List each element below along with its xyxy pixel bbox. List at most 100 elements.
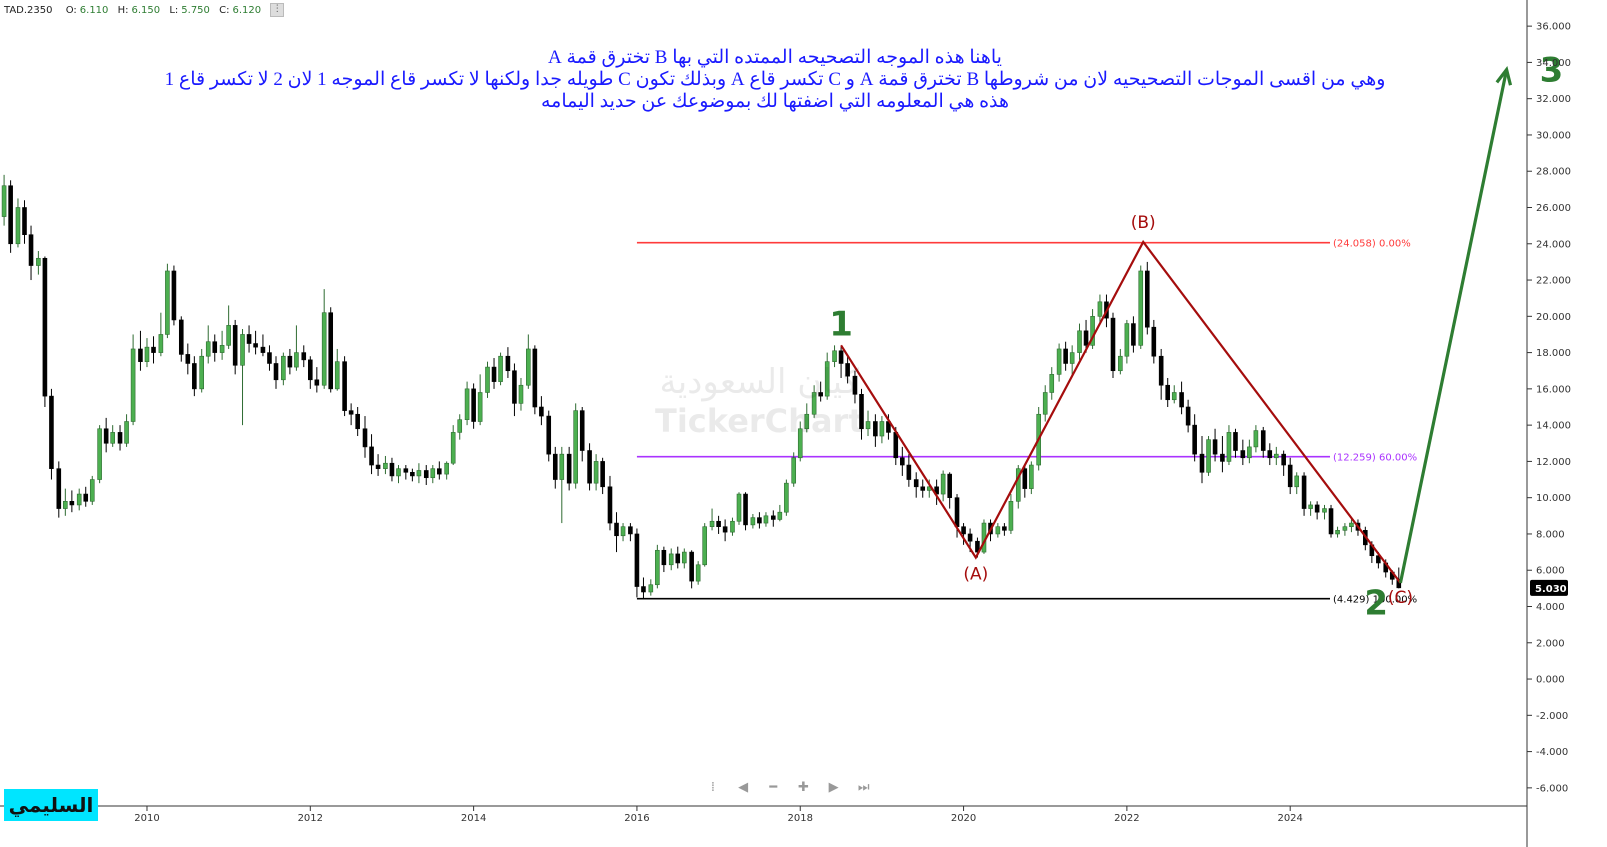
candle-body: [689, 551, 694, 582]
bar-icon[interactable]: ⁞: [710, 780, 716, 795]
candle-body: [389, 462, 395, 477]
candle-body: [97, 428, 102, 480]
candle-body: [103, 428, 109, 444]
candle-body: [253, 343, 258, 348]
y-tick-label: 28.000: [1536, 167, 1571, 178]
candle-body: [348, 410, 354, 415]
candle-body: [552, 453, 558, 480]
candle-body: [1144, 270, 1150, 328]
x-tick-label: 2020: [951, 813, 976, 824]
open-label: O:: [65, 5, 77, 16]
candle-body: [205, 341, 211, 357]
candle-body: [498, 355, 503, 382]
candle-body: [1199, 453, 1205, 473]
candle-body: [328, 312, 334, 390]
candle-body: [1267, 450, 1273, 459]
candle-body: [437, 468, 442, 475]
menu-icon[interactable]: ⋮: [270, 3, 285, 17]
candle-body: [89, 479, 95, 502]
candle-body: [655, 549, 660, 586]
candle-body: [281, 355, 286, 381]
candle-body: [818, 392, 823, 397]
candle-body: [893, 432, 899, 459]
candle-body: [920, 486, 926, 491]
y-tick-label: 16.000: [1536, 384, 1571, 395]
candle-body: [832, 350, 837, 362]
y-tick-label: 26.000: [1536, 203, 1571, 214]
candle-body: [144, 346, 150, 362]
candle-body: [784, 482, 789, 513]
wave-label-c: (C): [1388, 588, 1413, 608]
candle-body: [334, 361, 340, 390]
candle-body: [587, 450, 592, 484]
candle-body: [1274, 453, 1279, 459]
candle-body: [165, 270, 170, 335]
candle-body: [1118, 355, 1123, 372]
candle-body: [15, 207, 21, 245]
candle-body: [151, 346, 156, 353]
annotation-text: ياهنا هذه الموجه التصحيحه الممتده التي ب…: [140, 47, 1410, 113]
candle-body: [961, 526, 966, 535]
candle-body: [226, 325, 231, 346]
candle-body: [1287, 464, 1293, 488]
chart-navigation: ⁞ ◀ ━ ✚ ▶ ⏭: [700, 780, 877, 802]
candle-body: [158, 334, 164, 353]
candle-body: [1192, 424, 1197, 455]
candle-body: [1110, 317, 1116, 372]
candle-body: [1301, 475, 1307, 509]
candle-body: [634, 533, 640, 587]
candle-body: [681, 551, 687, 564]
candle-body: [63, 501, 68, 509]
candle-body: [1022, 468, 1028, 489]
candle-body: [1206, 439, 1211, 473]
candle-body: [450, 432, 456, 464]
candle-body: [1015, 468, 1021, 502]
y-tick-label: 24.000: [1536, 239, 1571, 250]
plus-icon[interactable]: ✚: [797, 780, 809, 795]
high-value: 6.150: [131, 5, 161, 16]
y-tick-label: 6.000: [1536, 566, 1565, 577]
candle-body: [675, 553, 681, 564]
x-tick-label: 2018: [788, 813, 813, 824]
candle-body: [695, 564, 701, 582]
candle-body: [770, 515, 776, 520]
candle-body: [138, 348, 143, 362]
candle-body: [845, 363, 850, 377]
candle-body: [1083, 330, 1089, 346]
arrow-head-icon: [1495, 66, 1513, 86]
minus-icon[interactable]: ━: [769, 780, 778, 795]
x-tick-label: 2016: [624, 813, 649, 824]
candle-body: [947, 473, 952, 498]
fib-label: (24.058) 0.00%: [1333, 239, 1411, 250]
candle-body: [321, 312, 327, 386]
last-price-badge: [1530, 579, 1568, 596]
candle-body: [1294, 475, 1300, 488]
candle-body: [1314, 504, 1320, 513]
candle-body: [811, 392, 817, 415]
candle-body: [36, 257, 41, 266]
annotation-line-3: هذه هي المعلومه التي اضفتها لك بموضوعك ع…: [540, 91, 1010, 112]
candle-body: [804, 413, 810, 430]
candle-body: [777, 511, 783, 520]
candle-body: [464, 388, 470, 420]
bar-end-icon[interactable]: ⏭: [857, 780, 870, 795]
candle-body: [763, 515, 769, 524]
candle-body: [42, 257, 48, 397]
candle-body: [110, 432, 115, 444]
chevron-left-icon[interactable]: ◀: [738, 780, 749, 795]
candle-body: [628, 526, 633, 535]
x-tick-label: 2012: [298, 813, 323, 824]
candle-body: [171, 270, 177, 321]
last-price-label: 5.030: [1535, 584, 1567, 595]
candle-body: [219, 345, 225, 353]
candle-body: [532, 348, 538, 408]
candle-body: [859, 394, 864, 430]
symbol-label: TAD.2350: [4, 5, 53, 16]
chevron-right-icon[interactable]: ▶: [828, 780, 839, 795]
candle-body: [1240, 450, 1246, 459]
candle-body: [76, 493, 82, 506]
candle-body: [1185, 406, 1191, 426]
candle-body: [22, 207, 27, 236]
y-tick-label: 12.000: [1536, 457, 1571, 468]
